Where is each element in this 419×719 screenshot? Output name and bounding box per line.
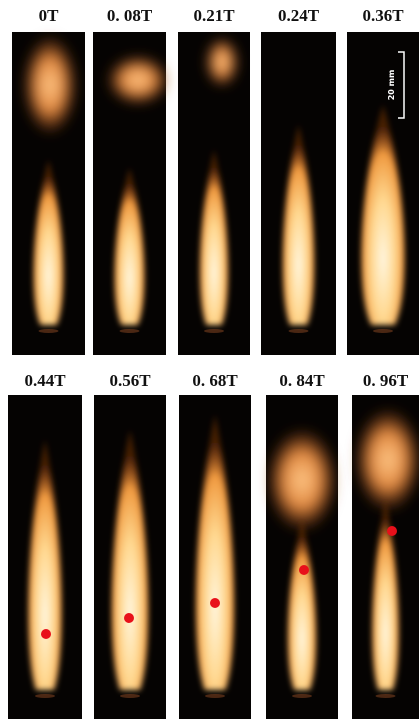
- burner-glow: [288, 329, 309, 333]
- flame-panel: 0.44T: [8, 371, 82, 719]
- red-markers: [41, 526, 397, 639]
- flame: [361, 105, 405, 325]
- panel-label: 0.36T: [362, 6, 404, 25]
- flame: [372, 500, 399, 690]
- panel-label: 0. 08T: [107, 6, 153, 25]
- burner-glow: [373, 329, 393, 333]
- panel-label: 0.24T: [278, 6, 320, 25]
- marker: [41, 629, 51, 639]
- marker: [124, 613, 134, 623]
- detached-flame: [356, 410, 419, 510]
- scale-label: 20 mm: [387, 70, 396, 101]
- flame: [111, 430, 149, 690]
- burner-glow: [292, 694, 312, 698]
- detached-flame: [268, 430, 336, 530]
- flame-panel: 0. 96T: [352, 371, 419, 719]
- burner-glow: [375, 694, 396, 698]
- panel-label: 0. 68T: [192, 371, 238, 390]
- flame-panel: 0.56T: [94, 371, 166, 719]
- flame: [199, 150, 229, 325]
- burner-glow: [35, 694, 55, 698]
- panel-label: 0T: [39, 6, 60, 25]
- flame-panel: 0. 84T: [266, 371, 338, 719]
- flame: [195, 415, 235, 690]
- detached-flame: [206, 38, 238, 86]
- flame: [33, 160, 64, 325]
- burner-glow: [204, 329, 224, 333]
- marker: [210, 598, 220, 608]
- flame-panel: 0. 68T: [179, 371, 251, 719]
- marker: [387, 526, 397, 536]
- panel-label: 0.44T: [24, 371, 66, 390]
- flame: [28, 440, 62, 690]
- burner-glow: [38, 329, 59, 333]
- burner-glow: [120, 694, 140, 698]
- panel-label: 0.56T: [109, 371, 151, 390]
- flame-panel: 0.21T: [178, 6, 250, 355]
- scale-bracket: [398, 51, 405, 119]
- panels: 0T 0. 08T 0.21T 0.24T 0.36T 0.44T 0.56T 0. 68T 0…: [8, 6, 419, 719]
- flame-panel: 0T: [12, 6, 85, 355]
- flame: [282, 125, 315, 325]
- flame-panel: 0. 08T: [93, 6, 168, 355]
- flame-panel: 0.24T: [261, 6, 336, 355]
- scale-bar: 20 mm: [387, 51, 405, 119]
- detached-flame: [108, 56, 168, 104]
- detached-flame: [24, 37, 76, 133]
- flame: [287, 520, 317, 690]
- burner-glow: [119, 329, 140, 333]
- burner-glow: [205, 694, 225, 698]
- panel-label: 0. 84T: [279, 371, 325, 390]
- flame: [114, 168, 145, 325]
- flame-panel: 0.36T: [347, 6, 419, 355]
- panel-label: 0.21T: [193, 6, 235, 25]
- panel-label: 0. 96T: [363, 371, 409, 390]
- marker: [299, 565, 309, 575]
